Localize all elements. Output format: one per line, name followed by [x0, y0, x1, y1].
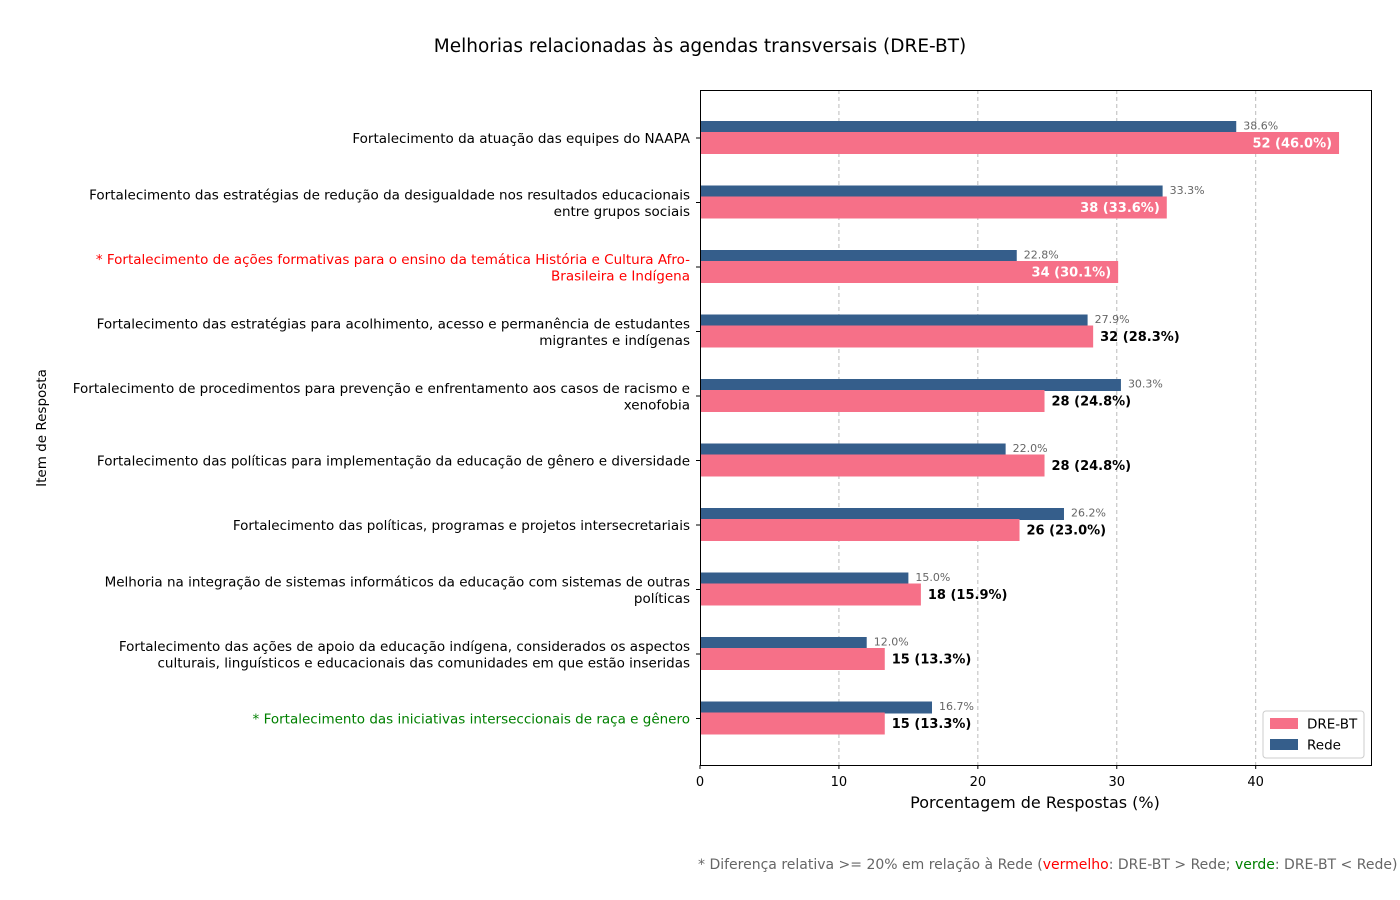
dre-bt-value-label: 28 (24.8%)	[1052, 395, 1132, 410]
y-category-label: Fortalecimento da atuação das equipes do…	[352, 131, 690, 147]
y-category-label: políticas	[634, 591, 690, 607]
dre-bt-value-label: 26 (23.0%)	[1027, 524, 1107, 539]
bar-rede	[700, 701, 933, 714]
y-category-label: Melhoria na integração de sistemas infor…	[105, 574, 690, 590]
y-category-label: Brasileira e Indígena	[551, 268, 690, 284]
x-tick-label: 0	[696, 775, 704, 790]
x-axis-ticks: 0 10 20 30 40	[696, 765, 1264, 790]
footnote-prefix: * Diferença relativa >= 20% em relação à…	[698, 857, 1043, 873]
y-category-label: culturais, linguísticos e educacionais d…	[158, 655, 691, 671]
footnote: * Diferença relativa >= 20% em relação à…	[698, 857, 1397, 873]
y-category-label: Fortalecimento das políticas para implem…	[97, 454, 690, 470]
y-category-label: entre grupos sociais	[554, 204, 690, 220]
rede-value-label: 26.2%	[1071, 507, 1106, 520]
dre-bt-value-label: 18 (15.9%)	[928, 588, 1008, 603]
legend-swatch	[1270, 739, 1298, 750]
dre-bt-value-label: 34 (30.1%)	[1032, 266, 1112, 281]
y-axis-label: Item de Resposta	[34, 369, 50, 487]
dre-bt-value-label: 38 (33.6%)	[1080, 201, 1160, 216]
y-category-label: Fortalecimento das estratégias para acol…	[97, 316, 690, 332]
legend: DRE-BT Rede	[1262, 710, 1365, 759]
x-tick-label: 10	[831, 775, 848, 790]
y-category-label: Fortalecimento das ações de apoio da edu…	[119, 639, 690, 655]
bar-dre-bt	[700, 583, 921, 606]
rede-value-label: 38.6%	[1243, 120, 1278, 133]
dre-bt-value-label: 28 (24.8%)	[1052, 459, 1132, 474]
x-tick-label: 20	[970, 775, 987, 790]
bar-dre-bt	[700, 196, 1167, 219]
x-axis-label: Porcentagem de Respostas (%)	[910, 793, 1160, 812]
rede-value-label: 30.3%	[1128, 378, 1163, 391]
x-tick-label: 40	[1247, 775, 1264, 790]
bar-dre-bt	[700, 132, 1340, 154]
rede-value-label: 16.7%	[939, 700, 974, 713]
dre-bt-value-label: 15 (13.3%)	[892, 653, 972, 668]
bar-rede	[700, 572, 909, 585]
legend-label: DRE-BT	[1307, 717, 1358, 733]
y-category-label: * Fortalecimento das iniciativas interse…	[253, 712, 690, 728]
y-category-label: * Fortalecimento de ações formativas par…	[96, 252, 690, 268]
rede-value-label: 27.9%	[1095, 313, 1130, 326]
bar-rede	[700, 443, 1006, 456]
bar-rede	[700, 185, 1163, 198]
bars	[700, 121, 1340, 735]
bar-dre-bt	[700, 648, 885, 670]
bar-rede	[700, 314, 1088, 327]
rede-value-label: 33.3%	[1170, 184, 1205, 197]
bar-dre-bt	[700, 325, 1094, 348]
rede-value-label: 12.0%	[874, 636, 909, 649]
rede-value-label: 15.0%	[915, 571, 950, 584]
bar-dre-bt	[700, 519, 1020, 541]
y-category-label: Fortalecimento de procedimentos para pre…	[73, 381, 690, 397]
y-category-label: Fortalecimento das políticas, programas …	[233, 518, 690, 534]
bar-dre-bt	[700, 712, 885, 735]
legend-label: Rede	[1307, 738, 1341, 754]
bar-rede	[700, 250, 1017, 262]
y-category-label: Fortalecimento das estratégias de reduçã…	[89, 187, 690, 203]
value-labels: 38.6% 52 (46.0%) 33.3% 38 (33.6%) 22.8% 34 (3…	[874, 120, 1332, 733]
chart-title: Melhorias relacionadas às agendas transv…	[434, 36, 966, 57]
x-tick-label: 30	[1108, 775, 1125, 790]
plot-frame	[700, 90, 1372, 766]
footnote-middle: : DRE-BT > Rede;	[1108, 857, 1235, 873]
y-category-label: xenofobia	[624, 397, 690, 413]
footnote-red-word: vermelho	[1042, 857, 1109, 873]
bar-rede	[700, 508, 1064, 520]
dre-bt-value-label: 15 (13.3%)	[892, 717, 972, 732]
dre-bt-value-label: 32 (28.3%)	[1100, 330, 1180, 345]
y-category-label: migrantes e indígenas	[539, 333, 690, 349]
footnote-green-word: verde	[1234, 857, 1275, 873]
bar-rede	[700, 637, 867, 649]
bar-rede	[700, 379, 1121, 391]
bar-dre-bt	[700, 390, 1045, 412]
dre-bt-value-label: 52 (46.0%)	[1252, 137, 1332, 152]
rede-value-label: 22.8%	[1024, 249, 1059, 262]
bar-rede	[700, 121, 1237, 133]
bar-dre-bt	[700, 261, 1119, 283]
bar-dre-bt	[700, 454, 1045, 477]
legend-swatch	[1270, 718, 1298, 729]
footnote-suffix: : DRE-BT < Rede)	[1274, 857, 1398, 873]
y-axis-categories: Fortalecimento da atuação das equipes do…	[73, 131, 700, 728]
rede-value-label: 22.0%	[1013, 442, 1048, 455]
